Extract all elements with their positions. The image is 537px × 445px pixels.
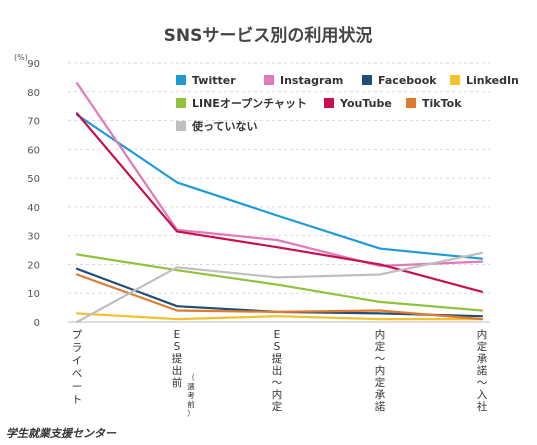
y-tick-label: 0 [34, 318, 40, 329]
y-tick-label: 40 [27, 203, 40, 214]
source-credit: 学生就業支援センター [6, 427, 117, 440]
y-tick-label: 60 [27, 145, 40, 156]
legend-swatch-0 [176, 75, 186, 85]
legend-swatch-1 [264, 75, 274, 85]
y-tick-label: 10 [27, 289, 40, 300]
legend-label-3: LinkedIn [466, 74, 519, 87]
legend-swatch-4 [176, 98, 186, 108]
legend-label-7: 使っていない [191, 119, 257, 133]
series-line-1 [75, 81, 484, 267]
y-tick-label: 70 [27, 117, 40, 128]
legend-label-0: Twitter [192, 74, 236, 87]
y-tick-label: 90 [27, 59, 40, 70]
legend-swatch-2 [362, 75, 372, 85]
chart-title: SNSサービス別の利用状況 [164, 25, 373, 46]
y-tick-label: 50 [27, 174, 40, 185]
legend-label-1: Instagram [280, 74, 343, 87]
x-tick-label: E S 提出前 [172, 329, 183, 389]
x-tick-label: 内定～内定承諾 [375, 328, 386, 413]
x-tick-note: （選考前） [187, 373, 195, 418]
x-tick-label: プライベート [72, 329, 83, 406]
series-line-5 [75, 112, 484, 293]
x-tick-label: E S 提出～内定 [272, 329, 283, 413]
legend-swatch-7 [176, 121, 186, 131]
legend-label-4: LINEオープンチャット [192, 96, 307, 110]
y-axis-unit: (%) [14, 53, 28, 62]
y-tick-label: 20 [27, 260, 40, 271]
legend-swatch-6 [406, 98, 416, 108]
series-line-6 [75, 273, 484, 321]
x-tick-label: 内定承諾～入社 [477, 328, 488, 413]
y-tick-label: 80 [27, 88, 40, 99]
series-line-7 [75, 251, 484, 324]
legend-label-5: YouTube [339, 97, 392, 110]
series-line-4 [75, 253, 484, 312]
legend-swatch-3 [450, 75, 460, 85]
y-tick-label: 30 [27, 232, 40, 243]
legend-label-2: Facebook [378, 74, 437, 87]
series-line-3 [75, 312, 484, 321]
legend-label-6: TikTok [422, 97, 462, 110]
series-line-0 [75, 113, 484, 260]
legend-swatch-5 [324, 98, 334, 108]
